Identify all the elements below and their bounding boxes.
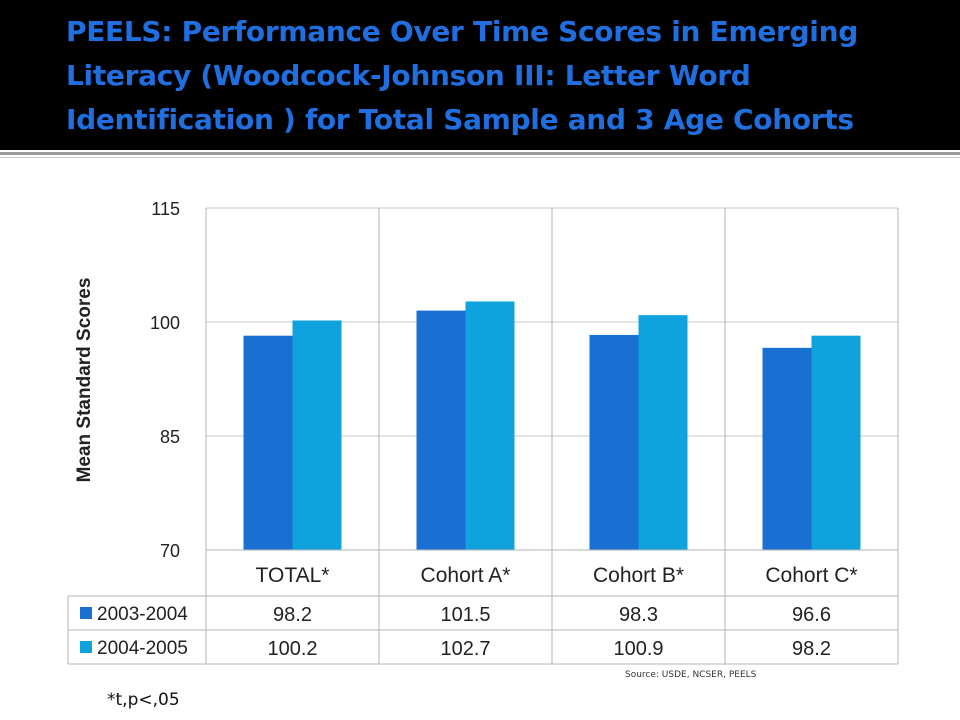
bar-1-series-0 — [416, 310, 466, 550]
legend-label-1: 2004-2005 — [97, 638, 188, 659]
title-bar: PEELS: Performance Over Time Scores in E… — [0, 0, 960, 150]
legend-swatch-0 — [80, 607, 92, 619]
category-label-2: Cohort B* — [593, 564, 684, 587]
y-tick-label-3: 115 — [151, 199, 180, 219]
bar-0-series-1 — [292, 320, 342, 550]
source-note: Source: USDE, NCSER, PEELS — [625, 670, 757, 680]
data-value-0-series-1: 100.2 — [267, 638, 317, 660]
y-tick-label-0: 70 — [160, 541, 180, 561]
bar-3-series-0 — [762, 347, 812, 550]
y-axis-label: Mean Standard Scores — [74, 278, 95, 483]
category-label-3: Cohort C* — [765, 564, 857, 587]
bar-0-series-0 — [243, 335, 293, 550]
data-value-2-series-0: 98.3 — [619, 604, 658, 626]
title-divider-thin — [0, 157, 960, 158]
significance-footnote: *t,p<,05 — [107, 690, 180, 710]
category-label-0: TOTAL* — [256, 564, 330, 587]
category-label-1: Cohort A* — [421, 564, 511, 587]
data-value-2-series-1: 100.9 — [613, 638, 663, 660]
bar-2-series-0 — [589, 334, 639, 550]
data-value-3-series-1: 98.2 — [792, 638, 831, 660]
legend-label-0: 2003-2004 — [97, 604, 188, 625]
bar-3-series-1 — [811, 335, 861, 550]
y-tick-label-1: 85 — [160, 427, 180, 447]
data-value-0-series-0: 98.2 — [273, 604, 312, 626]
legend-swatch-1 — [80, 641, 92, 653]
data-value-3-series-0: 96.6 — [792, 604, 831, 626]
data-value-1-series-1: 102.7 — [440, 638, 490, 660]
y-tick-label-2: 100 — [150, 313, 180, 333]
bar-1-series-1 — [465, 301, 515, 550]
slide-title: PEELS: Performance Over Time Scores in E… — [66, 15, 858, 136]
title-divider — [0, 152, 960, 155]
data-value-1-series-0: 101.5 — [440, 604, 490, 626]
bar-2-series-1 — [638, 315, 688, 550]
